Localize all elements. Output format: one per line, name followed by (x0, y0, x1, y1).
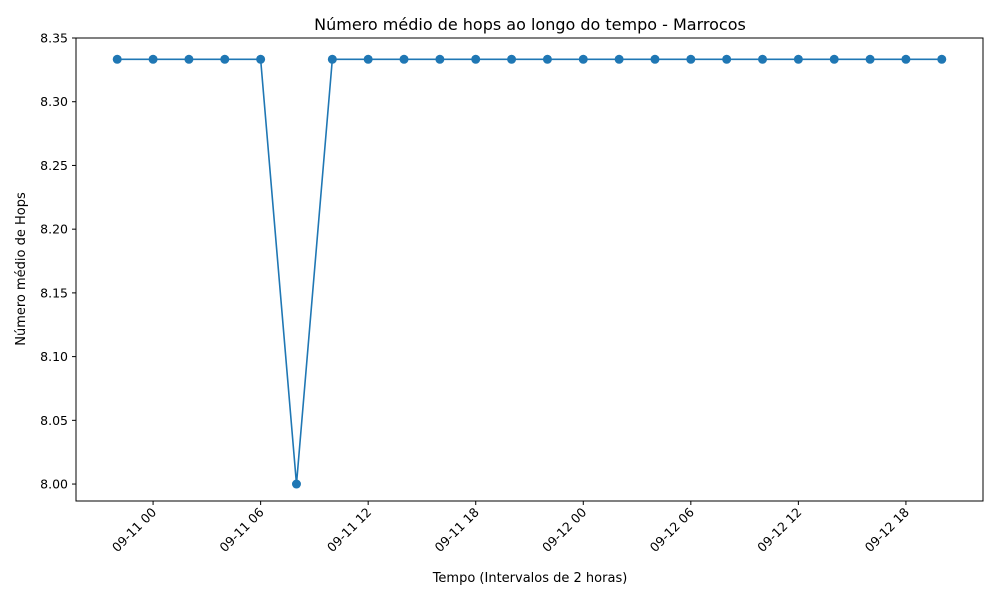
data-point (829, 54, 839, 64)
data-point (507, 54, 517, 64)
data-point (256, 54, 266, 64)
data-point (614, 54, 624, 64)
y-tick-label: 8.25 (40, 158, 68, 173)
data-point (435, 54, 445, 64)
plot-frame (75, 37, 984, 502)
data-point (937, 54, 947, 64)
data-point (793, 54, 803, 64)
y-tick-label: 8.10 (40, 349, 68, 364)
data-point (578, 54, 588, 64)
x-tick-label: 09-12 18 (862, 504, 912, 554)
data-point (327, 54, 337, 64)
data-point (363, 54, 373, 64)
data-point (148, 54, 158, 64)
y-tick-label: 8.15 (40, 285, 68, 300)
data-point (112, 54, 122, 64)
data-point (471, 54, 481, 64)
x-tick-label: 09-11 12 (324, 505, 374, 555)
y-tick-label: 8.35 (40, 31, 68, 46)
data-point (220, 54, 230, 64)
y-tick-label: 8.30 (40, 94, 68, 109)
data-point (291, 479, 301, 489)
y-tick-label: 8.20 (40, 222, 68, 237)
x-tick-label: 09-11 00 (109, 504, 159, 554)
plot-area (112, 54, 947, 489)
x-tick-label: 09-12 00 (539, 504, 589, 554)
x-tick-label: 09-12 06 (647, 504, 697, 554)
data-point (865, 54, 875, 64)
x-axis-ticks: 09-11 00 09-11 06 09-11 12 09-11 18 09-12 00… (109, 501, 912, 555)
data-point (184, 54, 194, 64)
series-line (117, 58, 942, 485)
data-point (399, 54, 409, 64)
data-point (722, 54, 732, 64)
data-point (542, 54, 552, 64)
x-tick-label: 09-12 12 (754, 505, 804, 555)
x-axis-label: Tempo (Intervalos de 2 horas) (432, 571, 628, 586)
x-tick-label: 09-11 06 (216, 504, 266, 554)
data-point (686, 54, 696, 64)
y-axis-ticks: 8.00 8.05 8.10 8.15 8.20 8.25 8.30 8.35 (40, 31, 76, 492)
data-point (650, 54, 660, 64)
chart-title: Número médio de hops ao longo do tempo -… (314, 15, 746, 34)
y-tick-label: 8.00 (40, 477, 68, 492)
y-tick-label: 8.05 (40, 413, 68, 428)
x-tick-label: 09-11 18 (431, 504, 481, 554)
y-axis-label: Número médio de Hops (14, 192, 29, 346)
data-point (758, 54, 768, 64)
data-point (901, 54, 911, 64)
